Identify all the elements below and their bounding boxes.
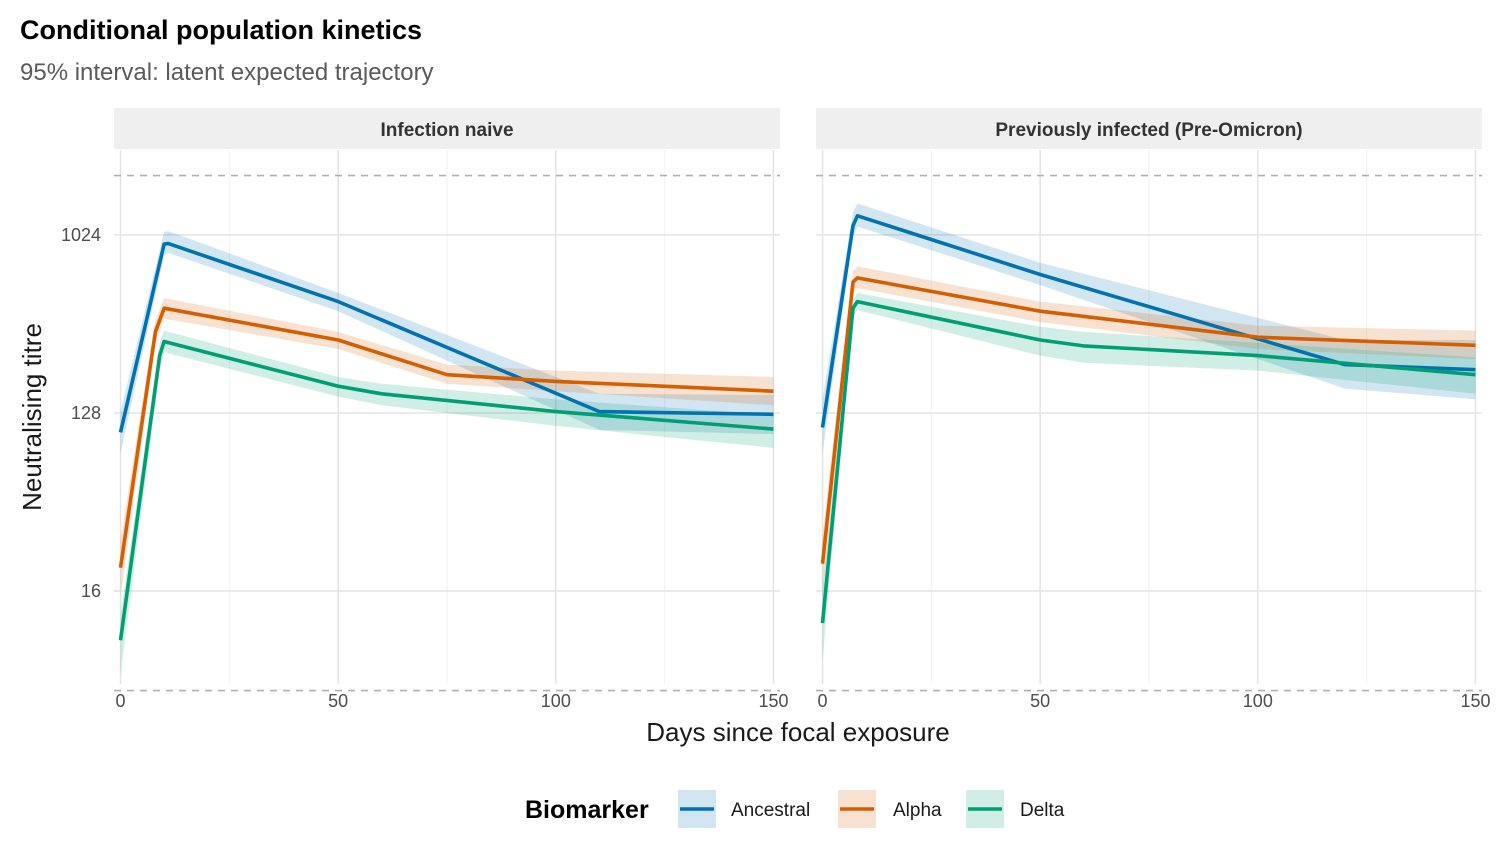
x-tick-label: 0 bbox=[116, 691, 126, 711]
series-line-alpha bbox=[118, 306, 774, 568]
x-tick-label: 150 bbox=[758, 691, 788, 711]
x-tick-label: 0 bbox=[818, 691, 828, 711]
y-axis-title: Neutralising titre bbox=[17, 323, 47, 511]
legend-title: Biomarker bbox=[525, 796, 649, 824]
panel-title: Previously infected (Pre-Omicron) bbox=[995, 120, 1302, 141]
y-tick-label: 128 bbox=[71, 403, 101, 423]
panel-2: Previously infected (Pre-Omicron) 0 50 100 1… bbox=[816, 108, 1490, 711]
panel-strip bbox=[114, 108, 780, 149]
x-tick-label: 100 bbox=[541, 691, 571, 711]
legend-label: Ancestral bbox=[731, 800, 810, 821]
legend-item-alpha: Alpha bbox=[838, 790, 942, 828]
x-tick-label: 150 bbox=[1460, 691, 1490, 711]
legend-label: Alpha bbox=[893, 800, 942, 821]
panel-title: Infection naive bbox=[380, 120, 513, 141]
x-tick-label: 50 bbox=[328, 691, 348, 711]
legend-item-delta: Delta bbox=[966, 790, 1065, 828]
ribbon-ancestral bbox=[120, 231, 774, 454]
legend-label: Delta bbox=[1020, 800, 1065, 821]
panel-strip bbox=[816, 108, 1482, 149]
chart-title: Conditional population kinetics bbox=[20, 15, 422, 45]
series-line-delta bbox=[820, 299, 1476, 624]
ribbon-alpha bbox=[120, 298, 774, 597]
panel-1: Infection naive 0 50 100 150 bbox=[114, 108, 788, 711]
series-line-delta bbox=[118, 339, 774, 641]
chart-subtitle: 95% interval: latent expected trajectory bbox=[20, 59, 434, 86]
series-line-alpha bbox=[820, 276, 1476, 564]
series-line-ancestral bbox=[118, 241, 774, 433]
x-tick-label: 50 bbox=[1030, 691, 1050, 711]
ribbon-alpha bbox=[822, 266, 1476, 597]
x-tick-label: 100 bbox=[1243, 691, 1273, 711]
legend-item-ancestral: Ancestral bbox=[678, 790, 810, 828]
ribbon-ancestral bbox=[822, 203, 1476, 454]
y-tick-label: 16 bbox=[81, 581, 101, 601]
x-axis-title: Days since focal exposure bbox=[646, 717, 949, 747]
y-tick-label: 1024 bbox=[61, 225, 101, 245]
